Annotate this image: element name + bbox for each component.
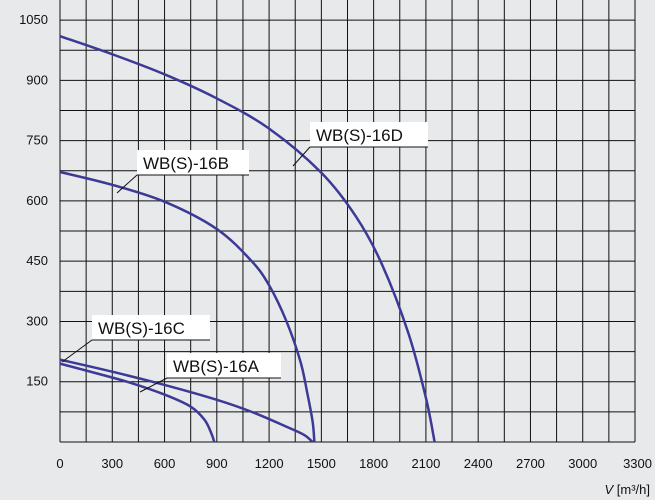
y-tick-label: 600 [26, 193, 48, 208]
x-tick-label: 300 [101, 456, 123, 471]
label-box-wb-s-16d [310, 122, 428, 147]
tick-labels: 0 300 600 900 1200 1500 1800 2100 2400 2700 3000 33… [19, 12, 652, 471]
series-line-wb-s-16a [59, 362, 216, 443]
grid [59, 0, 636, 443]
y-tick-label: 450 [26, 253, 48, 268]
curve-labels: WB(S)-16D WB(S)-16B WB(S)-16C WB(S)-16A [61, 122, 428, 393]
label-leader-wb-s-16d [292, 146, 311, 167]
label-leader-wb-s-16a [139, 377, 168, 393]
y-tick-label: 150 [26, 374, 48, 389]
curve-label-wb-s-16c: WB(S)-16C [98, 319, 185, 338]
x-axis-unit: V [m³/h] [604, 482, 650, 497]
x-tick-label: 2100 [411, 456, 440, 471]
x-axis-symbol: V [604, 482, 616, 497]
x-tick-label: 1500 [307, 456, 336, 471]
curve-label-wb-s-16b: WB(S)-16B [143, 154, 229, 173]
label-leader-wb-s-16b [116, 174, 138, 194]
y-tick-label: 1050 [19, 12, 48, 27]
curve-label-wb-s-16d: WB(S)-16D [316, 126, 403, 145]
y-tick-label: 750 [26, 133, 48, 148]
y-tick-label: 900 [26, 72, 48, 87]
x-tick-label: 900 [206, 456, 228, 471]
curve-label-wb-s-16a: WB(S)-16A [173, 357, 260, 376]
curves [59, 34, 436, 443]
x-tick-label: 1800 [359, 456, 388, 471]
series-line-wb-s-16b [59, 170, 316, 443]
x-tick-label: 2700 [516, 456, 545, 471]
x-tick-label: 600 [154, 456, 176, 471]
label-box-wb-s-16c [92, 315, 210, 340]
x-tick-label: 2400 [464, 456, 493, 471]
x-tick-label: 3300 [623, 456, 652, 471]
x-tick-label: 1200 [255, 456, 284, 471]
label-box-wb-s-16a [167, 353, 281, 378]
x-axis-unit: [m³/h] [617, 482, 650, 497]
series-line-wb-s-16c [59, 358, 314, 443]
x-tick-label: 3000 [568, 456, 597, 471]
y-tick-label: 300 [26, 313, 48, 328]
series-line-wb-s-16d [59, 34, 436, 443]
label-leader-wb-s-16c [61, 339, 93, 363]
label-box-wb-s-16b [137, 150, 249, 175]
x-tick-label: 0 [56, 456, 63, 471]
x-axis-unit-label: V [m³/h] [604, 482, 650, 497]
